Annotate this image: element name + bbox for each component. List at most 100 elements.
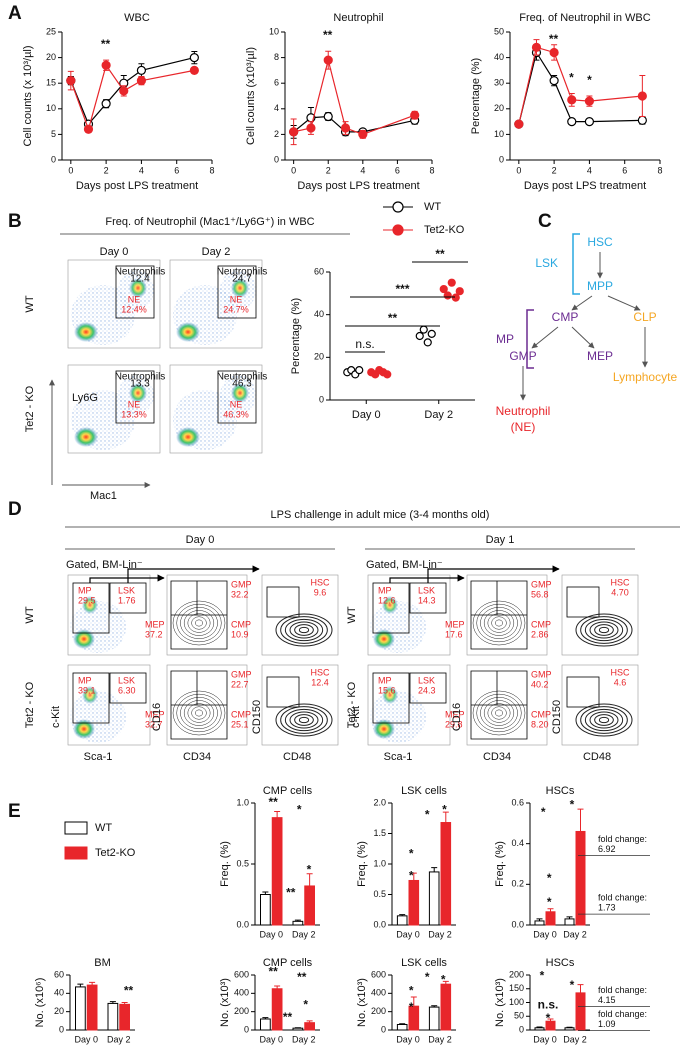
- annotation: *: [409, 984, 414, 998]
- row-label: WT: [346, 606, 358, 623]
- gate-note: Gated, BM-Lin⁻: [66, 559, 143, 571]
- gate-name: LSK: [418, 585, 435, 595]
- contour: [294, 714, 314, 726]
- y-tick-label: 0: [274, 154, 279, 164]
- gate-name: Neutrophils: [217, 372, 268, 383]
- density: [382, 686, 398, 704]
- panel-label: D: [8, 499, 22, 520]
- density: [382, 596, 398, 614]
- chart-title: CMP cells: [263, 957, 313, 969]
- bracket: [526, 309, 534, 369]
- axis-label: CD48: [283, 751, 311, 763]
- bar: [440, 822, 452, 926]
- x-tick-label: Day 2: [563, 929, 587, 939]
- x-tick-label: Day 2: [424, 409, 453, 421]
- annotation: **: [388, 311, 398, 325]
- chart-title: Neutrophil: [333, 12, 383, 24]
- section-title: LPS challenge in adult mice (3-4 months …: [271, 509, 490, 521]
- gate: [170, 580, 228, 650]
- diagram-node: Neutrophil: [496, 404, 551, 418]
- x-axis-label: Days post LPS treatment: [524, 180, 646, 192]
- series-line: [518, 50, 643, 125]
- panel-label: E: [8, 801, 21, 822]
- bracket-label: LSK: [535, 256, 558, 270]
- contour: [495, 709, 503, 717]
- y-tick-label: 20: [494, 103, 504, 113]
- axis-label: CD16: [451, 703, 463, 731]
- point: [101, 60, 111, 70]
- gate-name: HSC: [610, 577, 630, 587]
- point: [383, 370, 392, 379]
- bar: [75, 986, 86, 1031]
- x-tick-label: 0: [291, 165, 296, 175]
- fold-value: 4.15: [598, 995, 616, 1005]
- legend-label: WT: [95, 822, 112, 834]
- gate-name: HSC: [610, 667, 630, 677]
- gate-value: 10.9: [231, 629, 249, 639]
- axis-label: c-Kit: [350, 706, 362, 728]
- contour: [275, 613, 333, 647]
- gate: [170, 670, 228, 740]
- gate-name: MEP: [145, 709, 165, 719]
- contour: [598, 626, 610, 634]
- x-tick-label: Day 2: [563, 1034, 587, 1044]
- contour: [487, 703, 511, 723]
- y-tick-label: 40: [54, 988, 64, 998]
- annotation: **: [549, 32, 559, 46]
- contour: [580, 706, 628, 734]
- bar: [575, 830, 586, 926]
- gate-value: 22.7: [231, 679, 249, 689]
- contour: [491, 616, 507, 630]
- annotation: *: [303, 997, 308, 1011]
- gate-value: 56.8: [531, 589, 549, 599]
- point: [415, 331, 424, 341]
- legend-label: WT: [424, 201, 441, 213]
- row-label: WT: [24, 295, 36, 312]
- contour: [294, 624, 314, 636]
- annotation: *: [570, 798, 575, 812]
- contour: [575, 703, 633, 737]
- density: [82, 686, 98, 704]
- legend-swatch: [64, 821, 88, 835]
- annotation: *: [409, 846, 414, 860]
- contour: [172, 600, 226, 646]
- x-tick-label: Day 0: [533, 929, 557, 939]
- density: [373, 719, 395, 739]
- gate-value: 46.3%: [223, 409, 249, 419]
- gate-name: MP: [78, 585, 92, 595]
- y-axis-label: Percentage (%): [470, 58, 482, 134]
- contour: [195, 619, 203, 627]
- gate: [372, 672, 410, 724]
- contour: [187, 703, 211, 723]
- density: [73, 629, 95, 649]
- chart-title: WBC: [124, 12, 150, 24]
- gate: [566, 586, 600, 618]
- contour: [284, 708, 324, 732]
- annotation: *: [540, 968, 545, 982]
- diagram-arrow: [607, 295, 641, 311]
- diagram-node: MEP: [587, 349, 613, 363]
- gate-arrow: [89, 574, 165, 583]
- panel-label: A: [8, 3, 22, 24]
- fold-value: 1.09: [598, 1019, 616, 1029]
- gate-name: MEP: [445, 619, 465, 629]
- y-tick-label: 0: [51, 154, 56, 164]
- point: [531, 42, 542, 52]
- point: [451, 293, 460, 302]
- gate-name: HSC: [310, 577, 330, 587]
- contour: [491, 706, 507, 720]
- gate-name: CMP: [531, 619, 551, 629]
- annotation: **: [286, 885, 296, 899]
- gate-name: GMP: [231, 579, 252, 589]
- point: [549, 76, 559, 86]
- y-axis-label: Freq. (%): [356, 841, 368, 887]
- gate-value: 13.3%: [121, 409, 147, 419]
- y-tick-label: 2: [274, 129, 279, 139]
- bar: [292, 1027, 304, 1031]
- contour: [580, 616, 628, 644]
- y-tick-label: 0: [244, 1024, 249, 1034]
- y-tick-label: 20: [54, 1006, 64, 1016]
- gate-value: 37.2: [145, 629, 163, 639]
- fold-label: fold change:: [598, 834, 647, 844]
- bar: [545, 1020, 556, 1031]
